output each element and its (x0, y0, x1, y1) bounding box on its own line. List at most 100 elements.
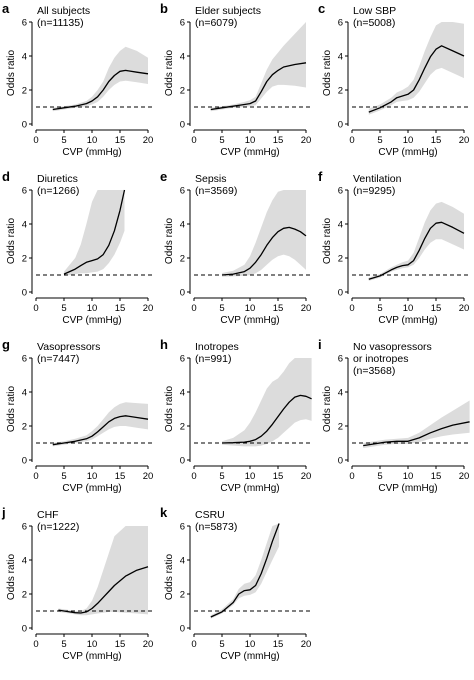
x-tick-label-f-10: 10 (403, 303, 414, 314)
x-axis-label-f: CVP (mmHg) (378, 315, 437, 326)
panel-title-k-line-2: (n=5873) (195, 521, 237, 533)
x-axis-label-j: CVP (mmHg) (62, 651, 121, 662)
y-tick-label-a-6: 6 (22, 18, 27, 29)
panel-title-k-line-1: CSRU (195, 509, 225, 521)
panel-i: 0 2 4 6 0 5 10 15 20 CVP (mmHg) Odds ratio i No vaso… (318, 337, 470, 494)
x-axis-label-e: CVP (mmHg) (220, 315, 279, 326)
x-tick-label-d-0: 0 (33, 303, 38, 314)
y-tick-label-g-2: 2 (22, 422, 27, 433)
x-tick-label-f-15: 15 (431, 303, 442, 314)
y-tick-label-k-6: 6 (180, 522, 185, 533)
confidence-band-c (368, 22, 464, 115)
panel-title-g-line-2: (n=7447) (37, 353, 79, 365)
x-tick-label-f-0: 0 (349, 303, 354, 314)
x-tick-label-a-10: 10 (87, 135, 98, 146)
panel-title-f-line-2: (n=9295) (353, 185, 395, 197)
odds-ratio-curve-f (368, 221, 465, 280)
y-tick-label-c-0: 0 (338, 120, 343, 131)
confidence-band-h (222, 358, 312, 447)
x-axis-label-d: CVP (mmHg) (62, 315, 121, 326)
panel-letter-f: f (318, 169, 323, 184)
y-tick-label-f-6: 6 (338, 186, 343, 197)
x-tick-label-k-20: 20 (301, 639, 312, 650)
x-tick-label-g-10: 10 (87, 471, 98, 482)
confidence-band-g (52, 402, 148, 447)
x-tick-label-a-5: 5 (61, 135, 66, 146)
odds-ratio-curve-d (63, 189, 126, 275)
x-tick-label-g-20: 20 (143, 471, 154, 482)
odds-ratio-curve-i (363, 421, 470, 447)
y-tick-label-e-2: 2 (180, 254, 185, 265)
x-tick-label-k-5: 5 (219, 639, 224, 650)
y-tick-label-f-0: 0 (338, 288, 343, 299)
x-tick-label-b-20: 20 (301, 135, 312, 146)
y-tick-label-c-6: 6 (338, 18, 343, 29)
x-tick-label-i-15: 15 (431, 471, 442, 482)
y-tick-label-j-2: 2 (22, 590, 27, 601)
x-tick-label-h-0: 0 (191, 471, 196, 482)
y-tick-label-h-4: 4 (180, 388, 185, 399)
x-tick-label-i-0: 0 (349, 471, 354, 482)
panel-a: 0 2 4 6 0 5 10 15 20 CVP (mmHg) Odds ratio a All sub… (2, 1, 153, 158)
x-tick-label-g-15: 15 (115, 471, 126, 482)
confidence-band-d (64, 190, 125, 276)
panel-title-e-line-2: (n=3569) (195, 185, 237, 197)
x-tick-label-j-15: 15 (115, 639, 126, 650)
panel-title-f-line-1: Ventilation (353, 173, 402, 185)
odds-ratio-curve-a (52, 69, 149, 111)
x-tick-label-d-10: 10 (87, 303, 98, 314)
y-tick-label-f-4: 4 (338, 220, 343, 231)
y-tick-label-b-0: 0 (180, 120, 185, 131)
odds-ratio-curve-k (210, 523, 280, 618)
y-axis-label-i: Odds ratio (322, 385, 333, 432)
y-axis-label-h: Odds ratio (164, 385, 175, 432)
y-tick-label-i-2: 2 (338, 422, 343, 433)
y-tick-label-d-6: 6 (22, 186, 27, 197)
confidence-band-k (210, 523, 280, 619)
panel-b: 0 2 4 6 0 5 10 15 20 CVP (mmHg) Odds ratio b Elder s… (160, 1, 311, 158)
panel-letter-b: b (160, 1, 168, 16)
x-tick-label-c-10: 10 (403, 135, 414, 146)
panel-letter-k: k (160, 505, 168, 520)
x-tick-label-e-20: 20 (301, 303, 312, 314)
x-tick-label-h-20: 20 (301, 471, 312, 482)
x-tick-label-g-5: 5 (61, 471, 66, 482)
x-tick-label-i-20: 20 (459, 471, 470, 482)
x-axis-label-c: CVP (mmHg) (378, 147, 437, 158)
panel-title-j-line-1: CHF (37, 509, 59, 521)
x-tick-label-d-5: 5 (61, 303, 66, 314)
y-tick-label-k-2: 2 (180, 590, 185, 601)
confidence-band-b (210, 22, 306, 112)
y-tick-label-b-4: 4 (180, 52, 185, 63)
panel-title-d-line-1: Diuretics (37, 173, 78, 185)
x-tick-label-b-0: 0 (191, 135, 196, 146)
y-axis-label-j: Odds ratio (6, 553, 17, 600)
panel-letter-i: i (318, 337, 322, 352)
x-tick-label-d-20: 20 (143, 303, 154, 314)
y-tick-label-h-0: 0 (180, 456, 185, 467)
x-tick-label-h-10: 10 (245, 471, 256, 482)
y-tick-label-g-6: 6 (22, 354, 27, 365)
x-tick-label-k-15: 15 (273, 639, 284, 650)
y-axis-label-k: Odds ratio (164, 553, 175, 600)
y-tick-label-d-2: 2 (22, 254, 27, 265)
odds-ratio-curve-c (368, 45, 465, 113)
panel-title-i-line-2: or inotropes (353, 353, 408, 365)
x-tick-label-b-15: 15 (273, 135, 284, 146)
x-tick-label-e-15: 15 (273, 303, 284, 314)
panel-title-e-line-1: Sepsis (195, 173, 227, 185)
y-tick-label-e-4: 4 (180, 220, 185, 231)
y-axis-label-e: Odds ratio (164, 217, 175, 264)
panel-e: 0 2 4 6 0 5 10 15 20 CVP (mmHg) Odds ratio e Sepsis(… (160, 169, 311, 326)
y-tick-label-h-6: 6 (180, 354, 185, 365)
panel-title-c-line-2: (n=5008) (353, 17, 395, 29)
y-tick-label-e-0: 0 (180, 288, 185, 299)
confidence-band-j (58, 526, 148, 616)
x-tick-label-c-20: 20 (459, 135, 470, 146)
x-tick-label-e-0: 0 (191, 303, 196, 314)
x-tick-label-e-10: 10 (245, 303, 256, 314)
panel-letter-d: d (2, 169, 10, 184)
panel-g: 0 2 4 6 0 5 10 15 20 CVP (mmHg) Odds ratio g Vasopre… (2, 337, 153, 494)
panel-title-b-line-2: (n=6079) (195, 17, 237, 29)
y-axis-label-g: Odds ratio (6, 385, 17, 432)
